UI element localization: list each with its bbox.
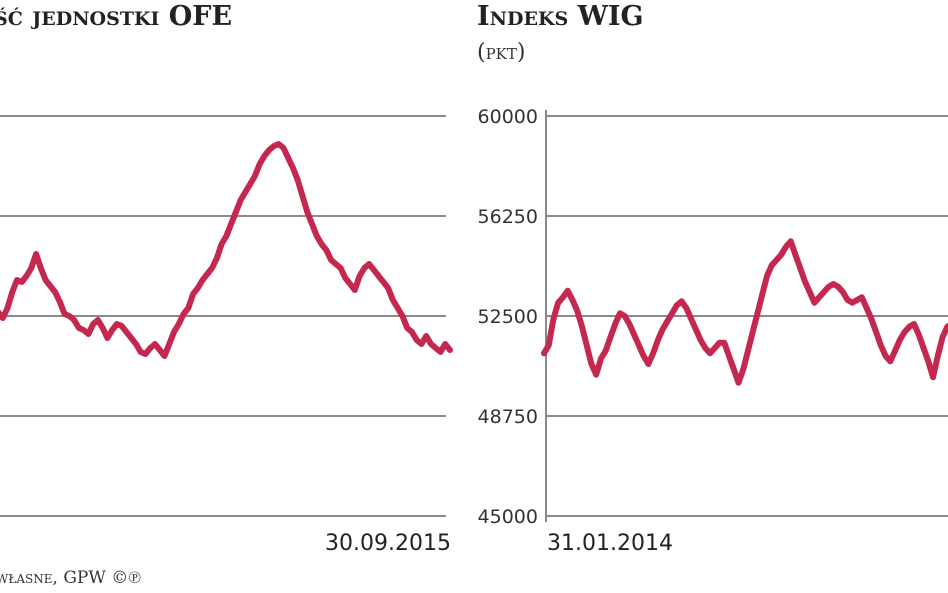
left-chart: 30.09.2015 (0, 115, 453, 556)
left-grid (0, 115, 446, 517)
right-y-tick-label: 45000 (478, 506, 538, 528)
right-y-tick-label: 52500 (478, 306, 538, 328)
source-note: własne, GPW ©℗ (0, 568, 142, 588)
right-chart-unit: (pkt) (477, 40, 526, 65)
left-end-date-label: 30.09.2015 (325, 531, 451, 556)
right-y-tick-label: 48750 (478, 406, 538, 428)
right-y-tick-label: 60000 (478, 106, 538, 128)
right-chart-title: Indeks WIG (477, 1, 644, 32)
right-chart: 60000 56250 52500 48750 45000 31.01.2014 (478, 106, 948, 556)
left-chart-title: ść jednostki OFE (0, 1, 233, 32)
right-start-date-label: 31.01.2014 (547, 531, 673, 556)
right-series-line (541, 238, 948, 386)
right-grid (546, 115, 948, 517)
left-series-line (0, 141, 453, 359)
right-y-tick-label: 56250 (478, 206, 538, 228)
right-y-tick-labels: 60000 56250 52500 48750 45000 (478, 106, 538, 528)
